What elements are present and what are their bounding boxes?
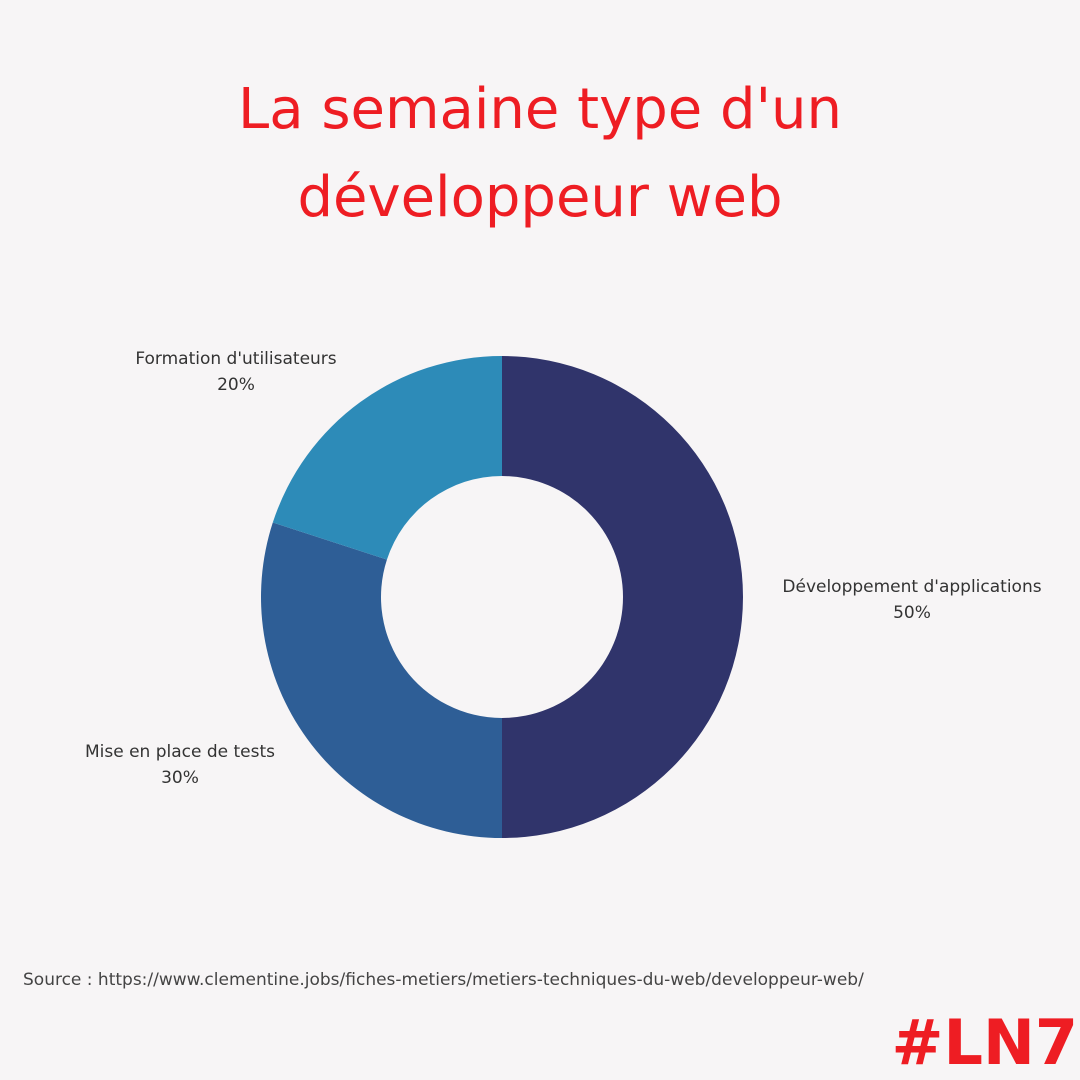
donut-slice-2 xyxy=(260,522,502,838)
slice-label-2: Mise en place de tests xyxy=(85,742,275,762)
title-line-1: La semaine type d'un xyxy=(238,76,842,142)
donut-slice-1 xyxy=(502,356,743,838)
slice-label-3: Formation d'utilisateurs xyxy=(135,349,336,369)
donut-slice-3 xyxy=(272,356,502,560)
slice-value-1: 50% xyxy=(893,603,931,623)
source-citation: Source : https://www.clementine.jobs/fic… xyxy=(23,970,864,990)
slice-value-2: 30% xyxy=(161,768,199,788)
title-line-2: développeur web xyxy=(297,164,783,230)
slice-value-3: 20% xyxy=(217,375,255,395)
page-title: La semaine type d'un développeur web xyxy=(90,66,990,242)
slice-label-1: Développement d'applications xyxy=(782,577,1041,597)
hashtag-logo: #LN7 xyxy=(891,1006,1078,1079)
